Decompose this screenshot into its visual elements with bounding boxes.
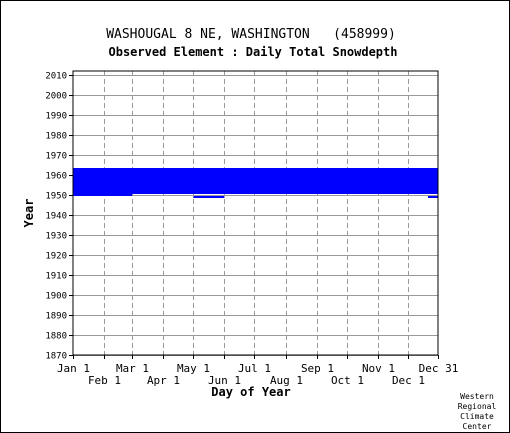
data-bar <box>193 196 225 198</box>
x-tick-label: Jun 1 <box>208 374 241 387</box>
x-tick-label: Jan 1 <box>57 362 90 375</box>
data-bar <box>73 168 438 194</box>
chart-title: WASHOUGAL 8 NE, WASHINGTON (458999) <box>106 27 396 42</box>
y-tick-label: 2000 <box>45 92 67 102</box>
y-tick-label: 1900 <box>45 292 67 302</box>
data-bar <box>407 168 438 170</box>
y-tick-label: 1880 <box>45 332 67 342</box>
y-tick-label: 1920 <box>45 252 67 262</box>
x-tick-label: Apr 1 <box>147 374 180 387</box>
x-tick-label: Nov 1 <box>362 362 395 375</box>
credit-line: Regional <box>458 402 497 411</box>
y-tick-label: 1890 <box>45 312 67 322</box>
x-tick-label: Feb 1 <box>88 374 121 387</box>
y-tick-label: 1940 <box>45 212 67 222</box>
y-tick-label: 1980 <box>45 132 67 142</box>
credit-line: Climate <box>460 412 494 421</box>
data-bar <box>427 196 438 198</box>
plot-background <box>73 71 438 355</box>
y-tick-label: 1930 <box>45 232 67 242</box>
y-gridlines <box>73 75 438 356</box>
data-series <box>73 168 438 198</box>
x-gridlines <box>104 71 409 355</box>
x-tick-label: Oct 1 <box>331 374 364 387</box>
credit-line: Center <box>463 422 492 431</box>
y-tick-label: 1970 <box>45 152 67 162</box>
x-axis-label: Day of Year <box>211 385 290 399</box>
y-tick-label: 1950 <box>45 192 67 202</box>
credit-line: Western <box>460 392 494 401</box>
x-tick-label: Sep 1 <box>301 362 334 375</box>
x-tick-label: Jul 1 <box>238 362 271 375</box>
y-tick-labels: 1870 1880 1890 1900 1910 1920 1930 1940 1950 1960… <box>45 72 73 362</box>
y-axis-label: Year <box>22 199 36 228</box>
plot-border <box>72 70 439 356</box>
x-tick-label: Mar 1 <box>116 362 149 375</box>
y-tick-label: 1990 <box>45 112 67 122</box>
y-tick-label: 1910 <box>45 272 67 282</box>
x-tick-labels: Jan 1 Mar 1 May 1 Jul 1 Sep 1 Nov 1 Dec 31 Feb … <box>57 355 458 387</box>
x-tick-label: Dec 31 <box>419 362 459 375</box>
y-tick-label: 2010 <box>45 72 67 82</box>
chart-subtitle: Observed Element : Daily Total Snowdepth <box>109 45 398 59</box>
x-tick-label: Aug 1 <box>270 374 303 387</box>
data-bar <box>73 194 133 196</box>
x-tick-label: May 1 <box>177 362 210 375</box>
y-tick-label: 1960 <box>45 172 67 182</box>
y-tick-label: 1870 <box>45 352 67 362</box>
x-tick-label: Dec 1 <box>392 374 425 387</box>
